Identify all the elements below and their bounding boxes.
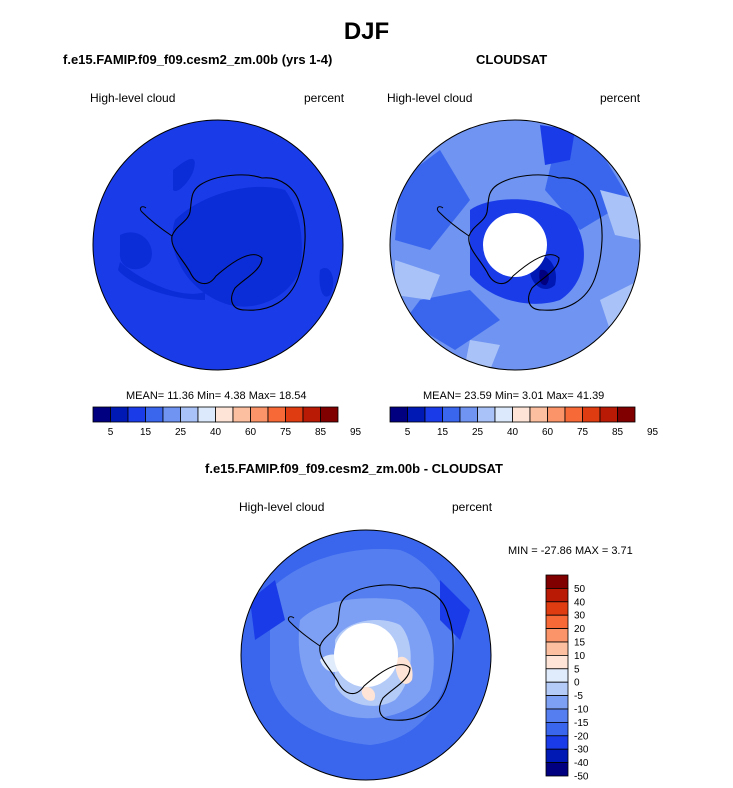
colorbar-box — [545, 588, 569, 603]
colorbar-box — [545, 722, 569, 737]
colorbar-box — [110, 406, 129, 423]
colorbar-tick-label: -5 — [574, 691, 583, 702]
colorbar-tick-label: 60 — [245, 427, 257, 438]
colorbar-box — [145, 406, 164, 423]
colorbar-box — [127, 406, 146, 423]
colorbar-tick-label: 40 — [210, 427, 222, 438]
colorbar-box — [545, 655, 569, 670]
colorbar-box — [545, 762, 569, 777]
colorbar-box — [582, 406, 601, 423]
colorbar-box — [215, 406, 234, 423]
colorbar-tick-label: 95 — [647, 427, 659, 438]
model-colorbar: 5 15 25 40 60 75 85 95 — [92, 406, 362, 438]
colorbar-tick-label: 40 — [574, 597, 586, 608]
colorbar-tick-label: 15 — [574, 638, 586, 649]
colorbar-tick-label: -20 — [574, 731, 589, 742]
colorbar-tick-label: -30 — [574, 745, 589, 756]
colorbar-box — [180, 406, 199, 423]
colorbar-box — [545, 668, 569, 683]
colorbar-tick-label: 60 — [542, 427, 554, 438]
colorbar-tick-label: 5 — [405, 427, 411, 438]
colorbar-tick-label: 30 — [574, 611, 586, 622]
colorbar-box — [545, 681, 569, 697]
colorbar-tick-label: 40 — [507, 427, 519, 438]
colorbar-box — [477, 406, 496, 423]
colorbar-box — [545, 641, 569, 656]
diff-panel-title: f.e15.FAMIP.f09_f09.cesm2_zm.00b - CLOUD… — [205, 461, 503, 476]
colorbar-box — [545, 601, 569, 616]
model-variable-label: High-level cloud — [90, 91, 176, 105]
colorbar-tick-label: 10 — [574, 651, 586, 662]
diff-variable-label: High-level cloud — [239, 500, 325, 514]
colorbar-tick-label: 5 — [574, 664, 580, 675]
colorbar-box — [547, 406, 566, 423]
colorbar-box — [545, 628, 569, 643]
colorbar-box — [529, 406, 548, 423]
diff-units-label: percent — [452, 500, 493, 514]
colorbar-box — [599, 406, 618, 423]
colorbar-tick-label: 75 — [280, 427, 292, 438]
colorbar-box — [424, 406, 443, 423]
colorbar-tick-label: 85 — [612, 427, 624, 438]
colorbar-box — [389, 406, 408, 423]
obs-units-label: percent — [600, 91, 641, 105]
colorbar-box — [197, 406, 216, 423]
colorbar-tick-label: 50 — [574, 584, 586, 595]
colorbar-box — [92, 406, 111, 423]
figure-title: DJF — [343, 18, 390, 45]
colorbar-box — [459, 406, 478, 423]
colorbar-box — [232, 406, 251, 423]
colorbar-tick-label: 0 — [574, 678, 580, 689]
colorbar-tick-label: 95 — [350, 427, 362, 438]
colorbar-box — [494, 406, 513, 423]
colorbar-tick-label: -50 — [574, 772, 589, 783]
obs-variable-label: High-level cloud — [387, 91, 473, 105]
colorbar-box — [545, 574, 569, 589]
colorbar-box — [407, 406, 426, 423]
colorbar-box — [545, 748, 569, 764]
colorbar-box — [162, 406, 181, 423]
colorbar-box — [302, 406, 321, 423]
model-stats: MEAN= 11.36 Min= 4.38 Max= 18.54 — [126, 390, 307, 402]
colorbar-box — [285, 406, 304, 423]
model-map — [92, 119, 344, 371]
colorbar-box — [617, 406, 636, 423]
colorbar-tick-label: 75 — [577, 427, 589, 438]
colorbar-tick-label: -40 — [574, 758, 589, 769]
model-panel-title: f.e15.FAMIP.f09_f09.cesm2_zm.00b (yrs 1-… — [63, 52, 333, 67]
colorbar-box — [545, 614, 569, 630]
colorbar-box — [320, 406, 339, 423]
colorbar-tick-label: 15 — [437, 427, 449, 438]
colorbar-box — [267, 406, 286, 423]
colorbar-box — [564, 406, 583, 423]
colorbar-box — [442, 406, 461, 423]
obs-map — [389, 119, 641, 371]
colorbar-box — [545, 695, 569, 710]
colorbar-tick-label: 85 — [315, 427, 327, 438]
colorbar-box — [545, 708, 569, 723]
colorbar-tick-label: 25 — [472, 427, 484, 438]
model-units-label: percent — [304, 91, 345, 105]
colorbar-box — [545, 735, 569, 750]
colorbar-tick-label: 5 — [108, 427, 114, 438]
colorbar-tick-label: 20 — [574, 624, 586, 635]
diff-stats: MIN = -27.86 MAX = 3.71 — [508, 545, 633, 557]
obs-colorbar: 5 15 25 40 60 75 85 95 — [389, 406, 659, 438]
colorbar-tick-label: -15 — [574, 718, 589, 729]
colorbar-tick-label: -10 — [574, 705, 589, 716]
colorbar-tick-label: 15 — [140, 427, 152, 438]
colorbar-box — [512, 406, 531, 423]
colorbar-tick-label: 25 — [175, 427, 187, 438]
obs-panel-title: CLOUDSAT — [476, 52, 548, 67]
obs-stats: MEAN= 23.59 Min= 3.01 Max= 41.39 — [423, 390, 605, 402]
colorbar-box — [250, 406, 269, 423]
diff-map — [240, 529, 492, 781]
